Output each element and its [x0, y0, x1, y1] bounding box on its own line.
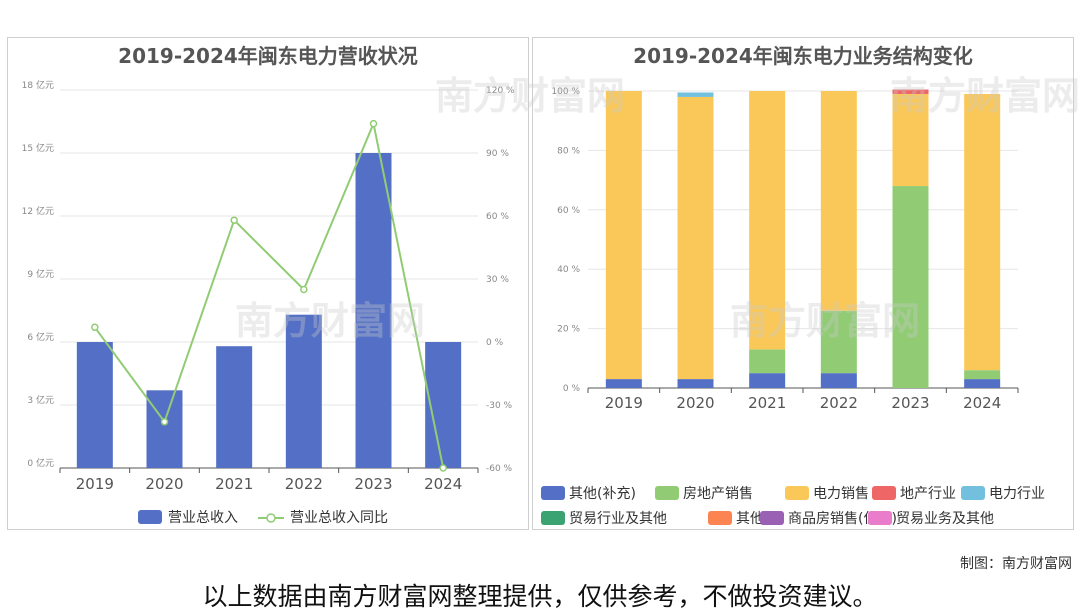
legend-label: 房地产销售 — [683, 486, 753, 502]
stacked-bar-segment — [892, 186, 929, 388]
yoy-growth-point — [160, 418, 169, 426]
yoy-growth-line — [94, 120, 445, 469]
y-right-tick-label: 90 % — [486, 149, 509, 159]
legend-swatch — [655, 486, 679, 500]
legend-label: 贸易业务及其他 — [896, 511, 994, 527]
stacked-bar-segment — [820, 373, 857, 388]
yoy-growth-point — [369, 119, 378, 128]
yoy-growth-point — [91, 323, 99, 332]
y-right-tick-label: 0 % — [486, 338, 504, 348]
revenue-bar — [285, 314, 322, 468]
structure-chart-svg: 0 % 20 % 40 % 60 % 80 % 100 % 2019 2020 2021 2022… — [541, 87, 1045, 527]
legend-swatch — [961, 486, 985, 500]
yoy-growth-point — [230, 216, 238, 224]
x-category-label: 2022 — [820, 394, 858, 412]
stacked-bar-segment — [677, 96, 714, 380]
structure-chart-panel: 2019-2024年闽东电力业务结构变化 0 % 20 % 40 % 60 % 80 %… — [532, 37, 1074, 530]
structure-chart-title: 2019-2024年闽东电力业务结构变化 — [633, 44, 973, 68]
legend-swatch — [541, 486, 565, 500]
stacked-bar-segment — [892, 93, 929, 187]
stacked-bar-segment — [677, 379, 714, 388]
revenue-bar — [355, 153, 392, 468]
stacked-bar-segment — [892, 89, 929, 94]
x-category-label: 2021 — [748, 394, 786, 412]
stacked-bar-segment — [820, 91, 857, 311]
legend-swatch — [541, 511, 565, 525]
legend-label: 电力销售 — [813, 486, 869, 502]
y-tick-label: 60 % — [557, 206, 580, 216]
legend-swatch — [785, 486, 809, 500]
y-left-tick-label: 6 亿元 — [27, 331, 54, 343]
stacked-bar-segment — [964, 93, 1001, 371]
y-tick-label: 40 % — [557, 265, 580, 275]
y-right-tick-label: -30 % — [486, 401, 513, 411]
y-tick-label: 100 % — [551, 87, 580, 97]
stacked-bar-segment — [820, 310, 857, 374]
stacked-bar-segment — [749, 373, 786, 388]
x-category-label: 2020 — [145, 475, 183, 493]
legend-swatch — [868, 511, 892, 525]
x-category-label: 2023 — [891, 394, 929, 412]
stacked-bar-segment — [964, 370, 1001, 380]
y-tick-label: 80 % — [557, 146, 580, 156]
revenue-bar — [216, 346, 253, 468]
x-category-label: 2019 — [76, 475, 114, 493]
legend-swatch — [872, 486, 896, 500]
x-category-label: 2022 — [285, 475, 323, 493]
stacked-bar-segment — [605, 379, 642, 388]
x-category-label: 2024 — [424, 475, 462, 493]
stacked-bar-segment — [964, 379, 1001, 388]
y-left-tick-label: 3 亿元 — [27, 394, 54, 406]
stacked-bar-segment — [749, 91, 786, 350]
stacked-bar-segment — [677, 92, 714, 97]
y-left-tick-label: 18 亿元 — [22, 79, 54, 91]
revenue-bar — [146, 390, 183, 468]
disclaimer-text: 以上数据由南方财富网整理提供，仅供参考，不做投资建议。 — [202, 582, 878, 611]
revenue-chart-title: 2019-2024年闽东电力营收状况 — [118, 44, 418, 68]
revenue-bar — [76, 342, 113, 468]
y-left-tick-label: 9 亿元 — [27, 268, 54, 280]
revenue-chart-svg: 0 亿元 3 亿元 6 亿元 9 亿元 12 亿元 15 亿元 18 亿元 -60 % -30 … — [22, 79, 515, 526]
x-category-label: 2024 — [963, 394, 1001, 412]
legend-swatch — [760, 511, 784, 525]
legend-swatch-revenue — [138, 510, 162, 524]
stacked-bar-segment — [605, 91, 642, 380]
legend-label: 电力行业 — [989, 486, 1045, 502]
x-category-label: 2020 — [676, 394, 714, 412]
yoy-growth-point — [300, 285, 308, 294]
y-right-tick-label: 30 % — [486, 275, 509, 285]
y-left-tick-label: 0 亿元 — [27, 457, 54, 469]
y-right-tick-label: 60 % — [486, 212, 509, 222]
x-category-label: 2021 — [215, 475, 253, 493]
y-tick-label: 0 % — [563, 384, 581, 394]
yoy-growth-point — [439, 464, 447, 472]
legend-label: 贸易行业及其他 — [569, 511, 667, 527]
legend-label-revenue: 营业总收入 — [168, 510, 238, 526]
y-right-tick-label: 120 % — [486, 86, 515, 96]
x-category-label: 2019 — [605, 394, 643, 412]
y-tick-label: 20 % — [557, 325, 580, 335]
legend-swatch-yoy-marker — [266, 513, 276, 523]
chart-credit: 制图：南方财富网 — [960, 556, 1072, 572]
legend-label-yoy: 营业总收入同比 — [290, 510, 388, 526]
revenue-chart-panel: 2019-2024年闽东电力营收状况 0 亿元 3 亿元 6 亿元 9 亿元 12 亿元… — [7, 37, 529, 530]
legend-label: 其他(补充) — [569, 486, 636, 502]
legend-label: 其他 — [736, 511, 764, 527]
y-right-tick-label: -60 % — [486, 464, 513, 474]
stacked-bar-segment — [749, 349, 786, 374]
x-category-label: 2023 — [354, 475, 392, 493]
y-left-tick-label: 15 亿元 — [22, 142, 54, 154]
legend-label: 地产行业 — [900, 486, 956, 502]
y-left-tick-label: 12 亿元 — [22, 205, 54, 217]
legend-swatch — [708, 511, 732, 525]
